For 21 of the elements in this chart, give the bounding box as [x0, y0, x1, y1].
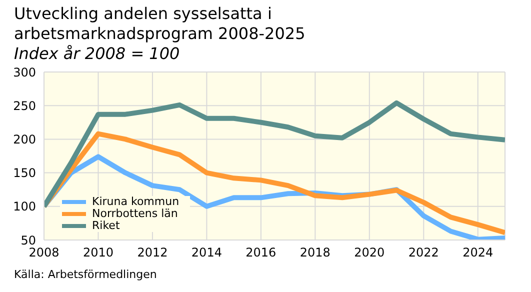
legend-label: Riket [92, 219, 120, 232]
y-tick-label: 250 [13, 98, 36, 113]
x-tick-label: 2014 [191, 246, 222, 260]
y-tick-label: 200 [13, 132, 36, 146]
x-tick-label: 2008 [28, 246, 60, 260]
text: Källa: Arbetsförmedlingen [14, 268, 157, 281]
legend-label: Kiruna kommun [92, 195, 180, 208]
chart-title: Utveckling andelen sysselsatta i arbetsmarknadsprogram 2008-2025 [14, 4, 306, 44]
y-tick-label: 100 [13, 200, 36, 214]
x-tick-label: 2018 [300, 246, 330, 260]
y-tick-label: 150 [13, 166, 36, 180]
y-tick-label: 300 [13, 65, 36, 80]
x-tick-label: 2022 [408, 246, 439, 260]
x-tick-label: 2012 [137, 246, 168, 260]
x-tick-label: 2020 [354, 246, 385, 260]
x-tick-label: 2024 [462, 246, 494, 260]
x-tick-label: 2010 [82, 246, 114, 260]
x-tick-label: 2016 [246, 246, 276, 260]
y-tick-label: 50 [20, 233, 36, 248]
legend-label: Norrbottens län [92, 207, 178, 220]
chart-subtitle: Index år 2008 = 100 [14, 44, 181, 64]
